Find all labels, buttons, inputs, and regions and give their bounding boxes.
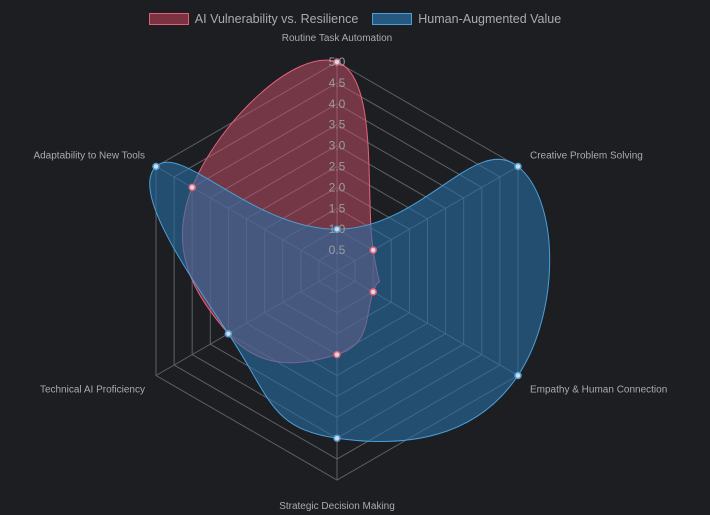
legend-item-human-augmented[interactable]: Human-Augmented Value (372, 12, 561, 26)
category-label: Adaptability to New Tools (33, 151, 145, 162)
legend-item-ai-vulnerability[interactable]: AI Vulnerability vs. Resilience (148, 12, 359, 26)
tick-label: 2.5 (329, 160, 346, 174)
tick-label: 0.5 (329, 243, 346, 257)
data-point-s0-1 (369, 246, 377, 254)
legend: AI Vulnerability vs. Resilience Human-Au… (0, 12, 710, 26)
data-point-s1-1 (514, 162, 522, 171)
category-label: Routine Task Automation (282, 33, 392, 44)
legend-swatch-red (148, 13, 189, 25)
data-point-s1-5 (152, 162, 160, 171)
category-label: Empathy & Human Connection (530, 385, 667, 396)
tick-label: 3.5 (329, 118, 346, 132)
category-label: Strategic Decision Making (279, 501, 395, 512)
tick-label: 4.0 (329, 97, 346, 111)
data-point-s1-3 (333, 434, 341, 442)
category-label: Technical AI Proficiency (40, 385, 145, 396)
legend-swatch-blue (372, 13, 413, 25)
data-point-s1-2 (514, 371, 522, 380)
data-point-s1-0 (333, 225, 341, 233)
tick-label: 1.0 (329, 222, 346, 236)
data-point-s0-3 (333, 350, 341, 359)
legend-label: Human-Augmented Value (418, 12, 562, 26)
tick-label: 2.0 (329, 180, 346, 194)
data-point-s0-0 (333, 58, 341, 66)
tick-label: 4.5 (329, 76, 346, 90)
data-point-s1-4 (224, 329, 233, 338)
legend-label: AI Vulnerability vs. Resilience (194, 12, 359, 26)
data-point-s0-5 (188, 183, 196, 192)
tick-label: 1.5 (329, 201, 346, 215)
tick-label: 3.0 (329, 139, 346, 153)
category-label: Creative Problem Solving (530, 151, 643, 162)
tick-label: 5.0 (329, 55, 346, 69)
data-point-s0-2 (369, 288, 377, 296)
